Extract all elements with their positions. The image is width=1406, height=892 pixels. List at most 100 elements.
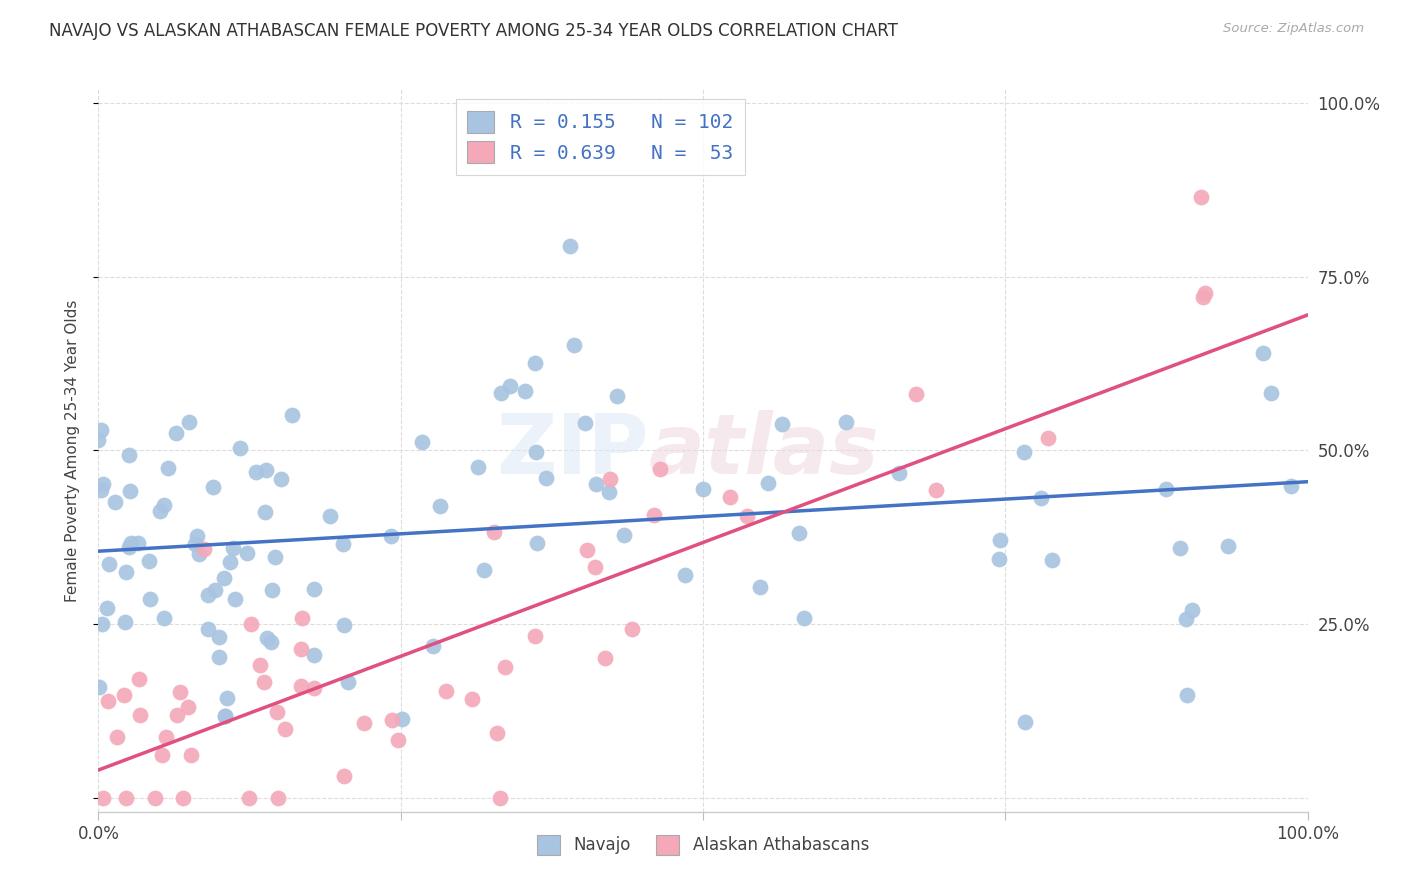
Point [1042,553,1064,567]
Point [333,618,356,632]
Point [337,675,360,690]
Point [793,611,815,625]
Point [333,769,356,783]
Point [224,591,246,606]
Point [489,790,512,805]
Point [236,546,259,560]
Point [353,716,375,731]
Point [149,504,172,518]
Point [494,660,516,674]
Point [499,378,522,392]
Point [302,582,325,596]
Point [302,681,325,696]
Point [193,541,215,556]
Point [91,790,114,805]
Point [1189,189,1212,203]
Point [201,480,224,494]
Point [787,525,810,540]
Point [180,748,202,763]
Point [990,533,1012,548]
Point [585,477,607,491]
Point [583,560,606,574]
Point [835,415,858,429]
Point [138,554,160,568]
Point [467,460,489,475]
Point [112,688,135,702]
Point [253,675,276,690]
Point [319,509,342,524]
Point [472,564,495,578]
Point [613,528,636,542]
Point [117,541,139,555]
Point [208,630,231,644]
Point [96,601,118,615]
Point [97,557,120,571]
Point [120,483,142,498]
Point [513,384,536,399]
Point [254,505,277,519]
Point [254,463,277,477]
Point [718,490,741,504]
Point [184,537,207,551]
Point [434,684,457,698]
Point [380,713,402,727]
Point [574,417,596,431]
Point [177,415,200,429]
Point [222,541,245,556]
Point [166,707,188,722]
Point [1038,432,1060,446]
Point [177,700,200,714]
Point [105,730,128,744]
Point [1260,386,1282,401]
Point [229,441,252,455]
Point [263,550,285,565]
Point [118,448,141,462]
Point [1168,541,1191,555]
Point [673,567,696,582]
Point [165,425,187,440]
Point [281,409,304,423]
Point [266,790,288,805]
Point [155,730,177,744]
Point [925,483,948,498]
Point [152,611,174,625]
Point [562,338,585,352]
Point [87,681,110,695]
Legend: Navajo, Alaskan Athabascans: Navajo, Alaskan Athabascans [530,829,876,861]
Point [217,691,239,706]
Point [214,708,236,723]
Point [93,477,115,491]
Point [484,524,506,539]
Point [524,629,547,643]
Point [128,672,150,686]
Point [128,707,150,722]
Point [749,580,772,594]
Point [988,551,1011,566]
Point [188,547,211,561]
Point [1192,290,1215,304]
Point [770,417,793,431]
Point [114,790,136,805]
Point [97,694,120,708]
Point [256,632,278,646]
Point [186,529,208,543]
Point [560,239,582,253]
Point [1194,286,1216,301]
Point [212,571,235,585]
Point [391,712,413,726]
Point [524,445,547,459]
Point [245,465,267,479]
Point [157,461,180,475]
Point [197,622,219,636]
Point [172,790,194,805]
Point [204,582,226,597]
Point [302,648,325,663]
Point [692,482,714,496]
Point [422,639,444,653]
Point [606,389,628,403]
Point [90,423,112,437]
Point [214,709,236,723]
Text: atlas: atlas [648,410,879,491]
Point [735,508,758,523]
Point [259,635,281,649]
